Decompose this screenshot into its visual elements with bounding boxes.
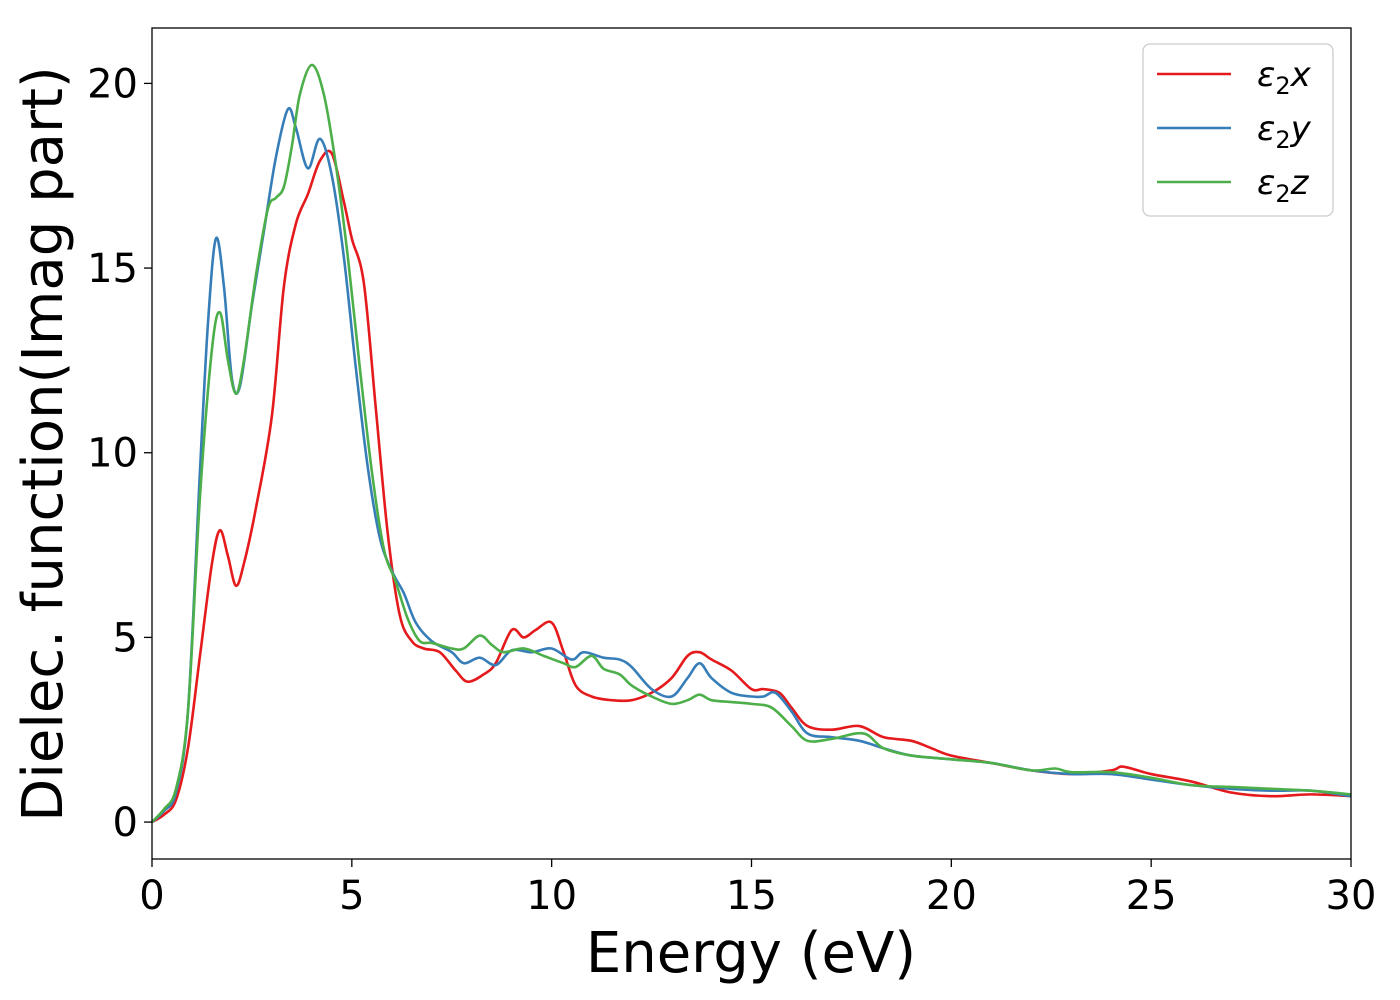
x-tick-label: 0 <box>139 873 164 919</box>
legend-label-y: ε2y <box>1257 109 1312 154</box>
x-tick-label: 15 <box>726 873 777 919</box>
series-lines <box>151 63 1352 824</box>
x-axis-title: Energy (eV) <box>586 921 916 986</box>
x-tick-label: 20 <box>926 873 977 919</box>
y-axis-title: Dielec. function(Imag part) <box>11 66 76 822</box>
series-line-x <box>151 149 1352 824</box>
y-tick-label: 20 <box>87 61 138 107</box>
x-axis-ticks: 0 5 10 15 20 25 30 <box>139 859 1376 919</box>
x-tick-label: 10 <box>526 873 577 919</box>
y-axis-ticks: 0 5 10 15 20 <box>87 61 152 846</box>
legend-box <box>1142 43 1334 217</box>
x-tick-label: 30 <box>1326 873 1377 919</box>
legend-label-x: ε2x <box>1257 55 1312 100</box>
y-tick-label: 10 <box>87 431 138 477</box>
legend-label-z: ε2z <box>1257 163 1310 208</box>
y-tick-label: 15 <box>87 246 138 292</box>
y-tick-label: 0 <box>113 800 138 846</box>
plot-area <box>151 27 1352 860</box>
y-tick-label: 5 <box>113 615 138 661</box>
x-tick-label: 5 <box>339 873 364 919</box>
series-line-z <box>151 63 1352 823</box>
x-tick-label: 25 <box>1126 873 1177 919</box>
legend: ε2x ε2y ε2z <box>1142 43 1334 217</box>
